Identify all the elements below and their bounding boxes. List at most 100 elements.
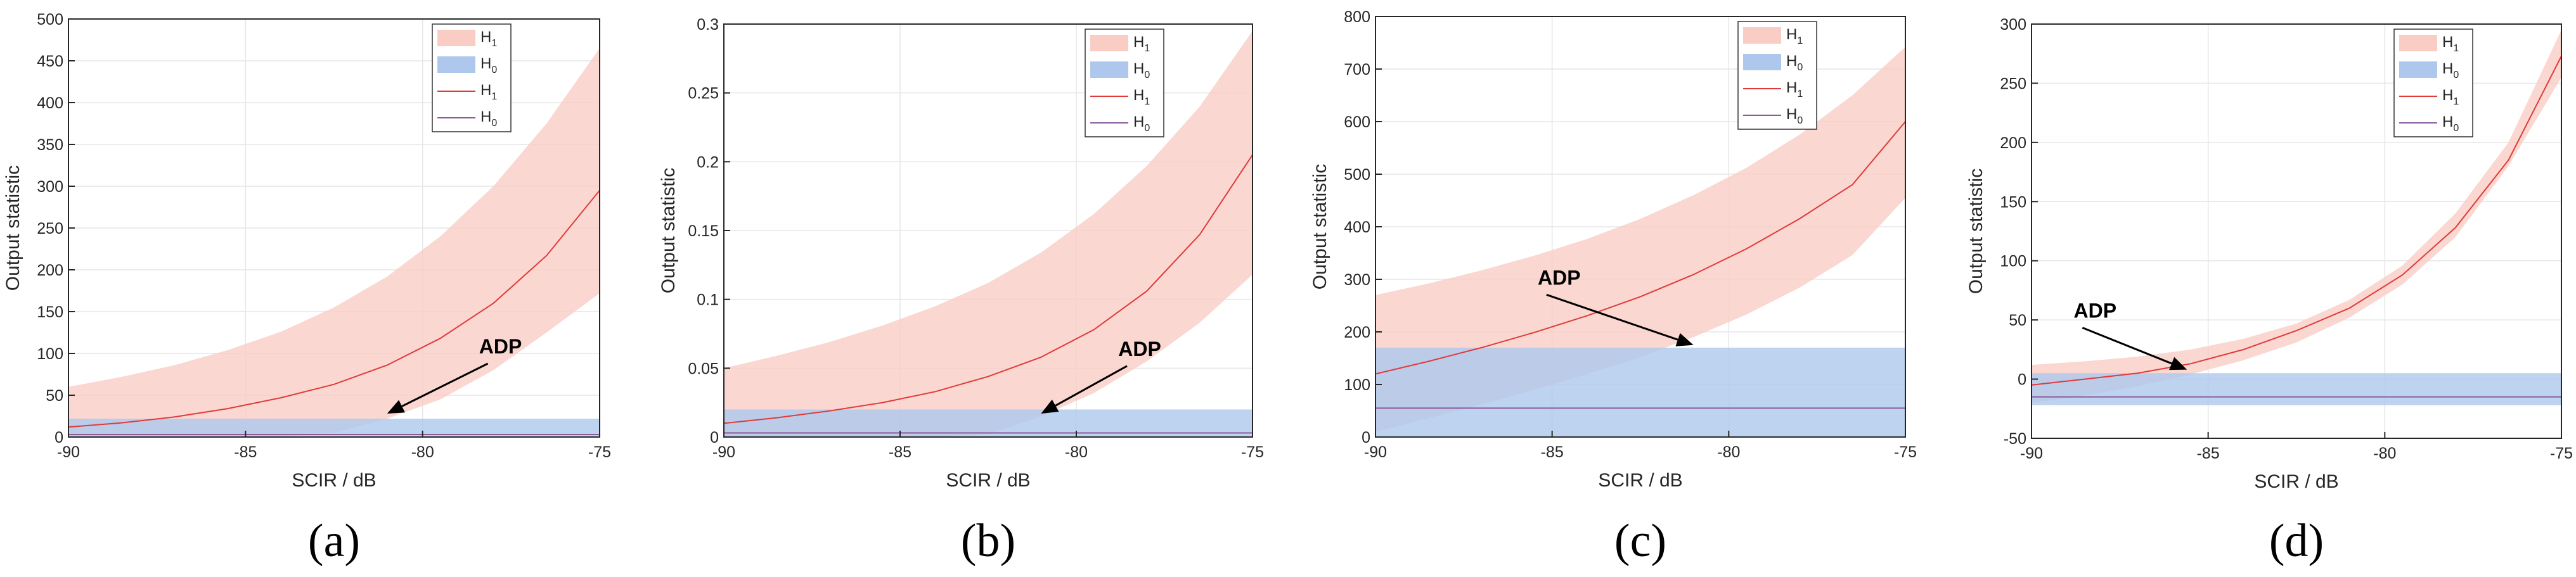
line-h1 <box>2032 56 2561 386</box>
legend-swatch-band <box>2399 35 2437 51</box>
legend-label-subscript: 1 <box>2453 96 2459 107</box>
x-tick-label: -90 <box>1364 443 1387 461</box>
y-tick-label: 800 <box>1344 8 1370 26</box>
x-tick-label: -75 <box>1241 443 1264 461</box>
panel-label: (d) <box>2269 515 2324 567</box>
y-tick-label: 50 <box>2009 312 2026 329</box>
y-tick-label: 300 <box>2000 16 2026 34</box>
x-tick-label: -80 <box>1717 443 1740 461</box>
band-h1 <box>2032 30 2561 403</box>
band-h0 <box>1375 347 1905 437</box>
annotation-arrow-head <box>1041 399 1059 414</box>
y-tick-label: 100 <box>1344 376 1370 394</box>
y-tick-label: 150 <box>37 303 63 321</box>
x-tick-label: -85 <box>1541 443 1564 461</box>
legend-swatch-band <box>1090 35 1128 51</box>
band-h1 <box>68 48 600 437</box>
x-tick-label: -80 <box>2373 445 2396 462</box>
axes-frame <box>2031 23 2562 439</box>
y-tick-label: -50 <box>2004 430 2026 448</box>
y-axis-title: Output statistic <box>1966 168 1987 294</box>
legend-swatch-band <box>437 56 475 73</box>
y-tick-label: 200 <box>1344 324 1370 341</box>
y-tick-label: 0.1 <box>697 291 719 309</box>
y-tick-label: 400 <box>1344 219 1370 236</box>
x-tick-label: -85 <box>234 443 257 461</box>
legend-label-subscript: 0 <box>491 118 497 129</box>
chart-panel: -90 -85 -80 -750501001502002503003504004505… <box>3 11 611 567</box>
y-tick-label: 0 <box>1362 429 1370 447</box>
legend-label-subscript: 1 <box>1144 43 1150 54</box>
y-tick-label: 500 <box>37 11 63 29</box>
line-h1 <box>724 154 1253 424</box>
legend-swatch-band <box>1743 27 1781 44</box>
x-tick-label: -85 <box>889 443 911 461</box>
legend-label-subscript: 0 <box>491 65 497 75</box>
legend-label-subscript: 1 <box>491 38 497 49</box>
legend-label-subscript: 0 <box>2453 123 2459 134</box>
y-tick-label: 0.25 <box>688 85 719 103</box>
legend-label: H0 <box>480 55 497 75</box>
y-tick-label: 0 <box>2018 371 2026 389</box>
x-axis-title: SCIR / dB <box>2254 471 2338 492</box>
x-tick-label: -80 <box>411 443 434 461</box>
band-h0 <box>68 419 600 437</box>
y-tick-label: 150 <box>2000 193 2026 211</box>
annotation-arrow-shaft <box>1546 293 1678 341</box>
annotation-arrow-shaft <box>1055 365 1128 407</box>
y-tick-label: 200 <box>2000 134 2026 152</box>
annotation-arrow-head <box>2169 357 2187 371</box>
legend-label-subscript: 1 <box>491 91 497 102</box>
annotation-arrow-shaft <box>401 362 489 407</box>
annotation-text: ADP <box>2074 299 2117 322</box>
y-tick-label: 600 <box>1344 113 1370 131</box>
annotation-arrow-head <box>1675 333 1694 346</box>
band-h1 <box>724 30 1253 437</box>
y-tick-label: 100 <box>37 345 63 363</box>
x-tick-label: -80 <box>1065 443 1088 461</box>
y-axis-title: Output statistic <box>3 165 23 291</box>
annotation-text: ADP <box>479 335 522 358</box>
legend-label-subscript: 1 <box>1797 89 1803 99</box>
y-tick-label: 100 <box>2000 253 2026 270</box>
legend-label: H0 <box>1786 106 1803 126</box>
y-tick-label: 300 <box>37 178 63 196</box>
annotation-text: ADP <box>1118 338 1161 360</box>
band-h0 <box>724 409 1253 437</box>
plot-area <box>1375 47 1905 437</box>
panel-label: (c) <box>1614 515 1666 567</box>
x-axis-title: SCIR / dB <box>1598 470 1682 491</box>
panel-label: (b) <box>961 515 1015 567</box>
line-h1 <box>68 189 600 428</box>
x-axis-title: SCIR / dB <box>292 470 376 491</box>
chart-panel: -90 -85 -80 -750100200300400500600700800SCI… <box>1310 8 1917 567</box>
legend-label-subscript: 0 <box>1144 70 1150 80</box>
x-tick-label: -85 <box>2197 445 2220 462</box>
y-tick-label: 0.15 <box>688 222 719 240</box>
y-tick-label: 200 <box>37 262 63 279</box>
y-tick-label: 0.3 <box>697 16 719 34</box>
band-h0 <box>2032 373 2561 405</box>
y-tick-label: 350 <box>37 136 63 154</box>
annotation-text: ADP <box>1538 266 1581 289</box>
plot-area <box>724 30 1253 437</box>
y-tick-label: 400 <box>37 94 63 112</box>
legend-swatch-band <box>1090 61 1128 78</box>
legend-label-subscript: 0 <box>1797 115 1803 126</box>
legend-swatch-band <box>437 30 475 46</box>
line-h1 <box>1375 121 1905 375</box>
y-tick-label: 250 <box>2000 75 2026 92</box>
x-tick-label: -90 <box>2020 445 2043 462</box>
annotation-arrow-head <box>387 400 405 414</box>
y-tick-label: 0.2 <box>697 153 719 171</box>
y-axis-title: Output statistic <box>658 168 679 293</box>
x-tick-label: -75 <box>1894 443 1917 461</box>
annotation-arrow-shaft <box>2082 327 2172 365</box>
y-tick-label: 50 <box>46 387 63 405</box>
